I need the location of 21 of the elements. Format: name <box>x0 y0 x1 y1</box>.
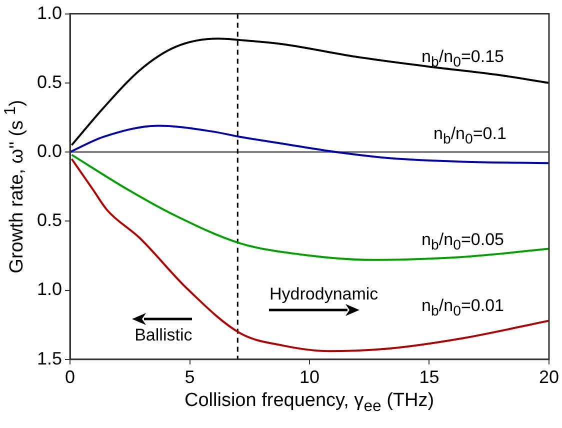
y-tick-label: 1.5 <box>36 348 62 368</box>
x-tick-label: 20 <box>538 367 560 388</box>
y-tick-label: 0.5 <box>36 72 62 92</box>
y-tick-label: 1.0 <box>36 279 62 300</box>
annotation: n$_{b}$/n$_{0}$=0.05 <box>422 230 504 254</box>
y-tick-label: 0.0 <box>36 141 62 162</box>
x-axis-title: Collision frequency, γ$_{ee}$ (THz) <box>184 390 434 416</box>
x-tick-label: 5 <box>184 367 195 388</box>
x-tick-label: 15 <box>419 367 440 388</box>
x-tick-label: 0 <box>65 367 76 388</box>
y-tick-label: 1.0 <box>36 2 62 23</box>
annotation: n$_{b}$/n$_{0}$=0.15 <box>422 46 504 70</box>
annotation: Ballistic <box>134 326 192 345</box>
line-series <box>70 158 549 352</box>
line-series <box>70 124 549 164</box>
y-tick-label: 0.5 <box>36 210 62 230</box>
line-series <box>70 154 549 261</box>
annotation: n$_{b}$/n$_{0}$=0.01 <box>422 296 504 320</box>
annotation: n$_{b}$/n$_{0}$=0.1 <box>433 124 506 148</box>
x-tick-label: 10 <box>299 367 320 388</box>
annotation: Hydrodynamic <box>270 284 378 304</box>
